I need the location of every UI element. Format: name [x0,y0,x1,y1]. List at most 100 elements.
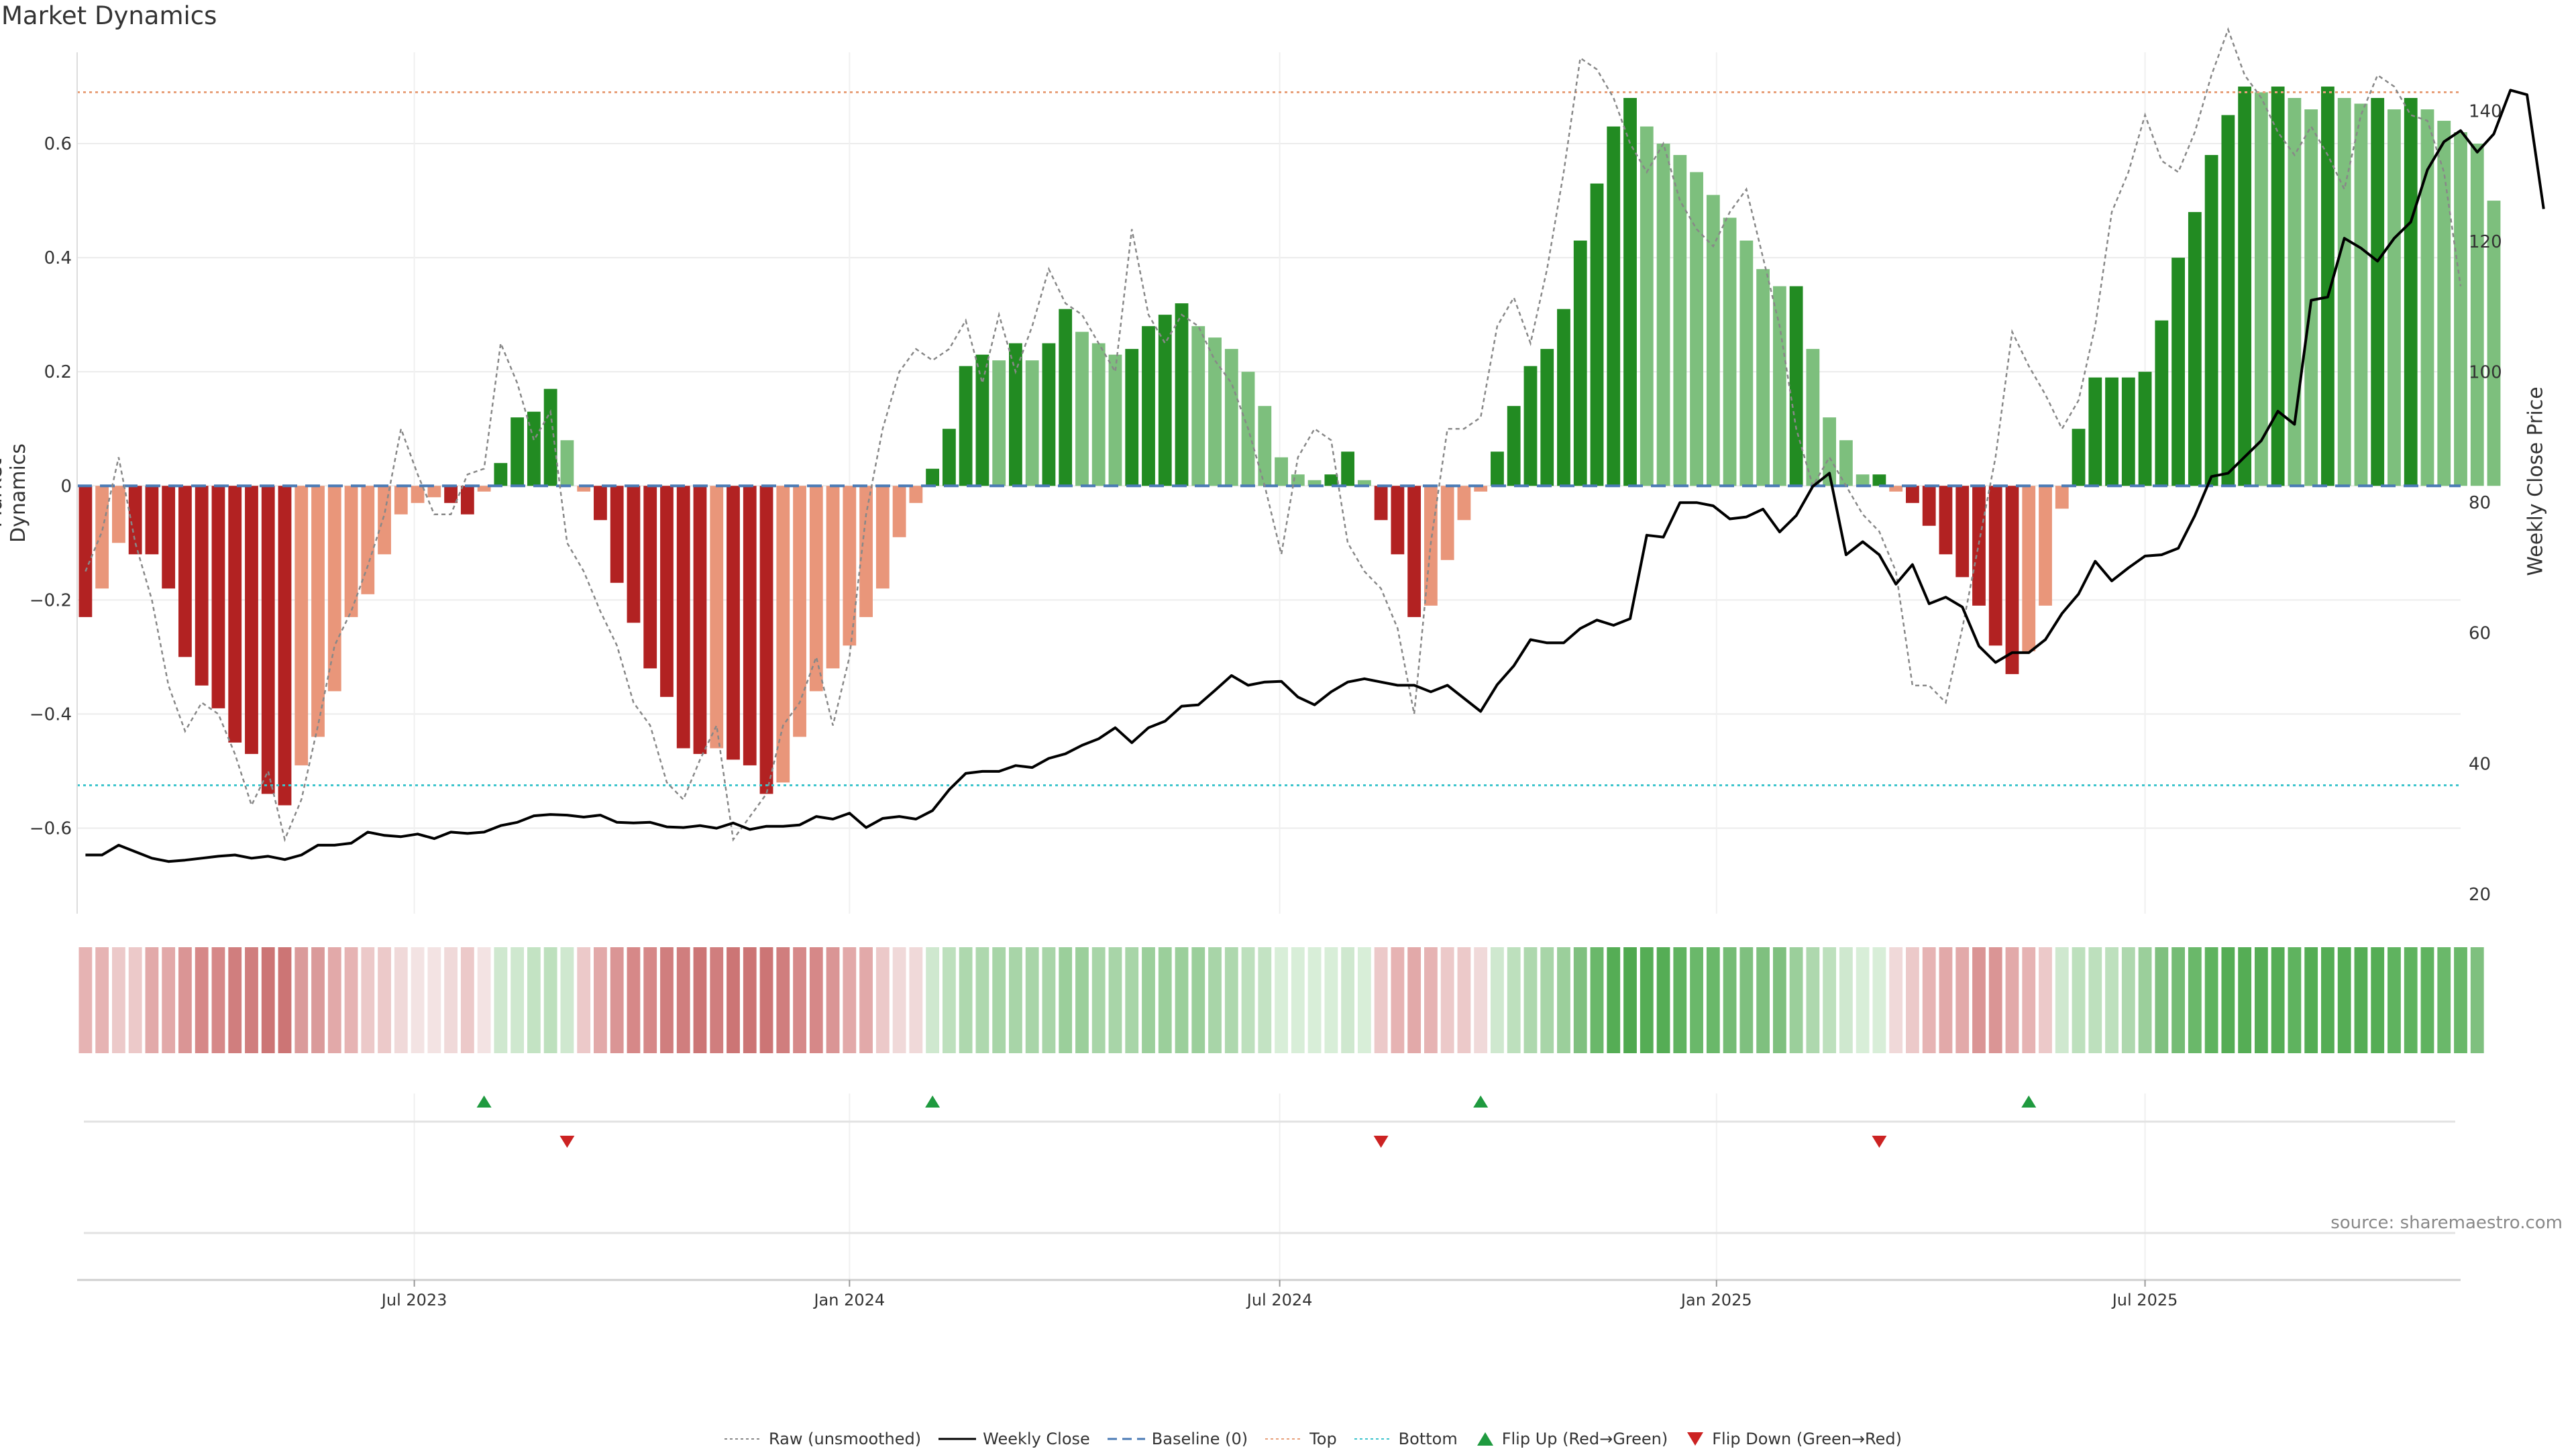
heat-band-cell [1091,947,1106,1053]
heat-band-cell [245,947,258,1053]
heat-band-cell [444,947,458,1053]
y2-tick-label: 40 [2469,754,2491,774]
bar [1307,480,1322,486]
bar [859,486,873,617]
heat-band-cell [2105,947,2118,1053]
heat-band-cell [311,947,325,1053]
heat-band-cell [1191,947,1205,1053]
bar [1656,144,1670,486]
heat-band-cell [1357,947,1371,1053]
bar [1706,195,1720,486]
bar [693,486,707,754]
bar [444,486,458,503]
heat-band-cell [1988,947,2002,1053]
baseline-line-icon [1107,1438,1145,1440]
bar [2155,320,2169,486]
heat-band-cell [1706,947,1720,1053]
heat-band-cell [195,947,209,1053]
bar [1856,474,1870,486]
bar [942,429,956,486]
bar [2321,87,2334,486]
bar [460,486,474,515]
heat-band-cell [1523,947,1538,1053]
bar [1772,286,1786,486]
heat-band-cell [859,947,873,1053]
heat-band-cell [2354,947,2368,1053]
heat-band-cell [2387,947,2401,1053]
bar [759,486,773,794]
bar [1573,240,1587,486]
bar [1125,349,1139,486]
bar [2105,377,2118,486]
bar [1607,126,1621,486]
heat-band-cell [2221,947,2235,1053]
bar [1739,240,1754,486]
heat-band-cell [361,947,375,1053]
bar [610,486,624,583]
heat-band-cell [676,947,690,1053]
legend-close-label: Weekly Close [983,1430,1090,1448]
bar [1175,303,1189,486]
bar [793,486,806,737]
heat-band-cell [1573,947,1587,1053]
bar [1042,343,1056,486]
bar [975,354,989,486]
bar [2221,115,2235,486]
y-tick-label: −0.4 [30,704,72,724]
bar [594,486,607,521]
y2-tick-label: 100 [2469,363,2502,383]
bar [1889,486,1903,492]
heat-band-cell [1557,947,1570,1053]
bar [1440,486,1454,560]
close-line-icon [938,1438,977,1440]
heat-band-cell [2254,947,2268,1053]
heat-band-cell [1241,947,1255,1053]
heat-band-cell [2039,947,2052,1053]
bar [344,486,358,617]
bar [311,486,325,737]
weekly-close-line [85,89,2545,863]
heat-band-cell [892,947,906,1053]
heat-band-cell [543,947,557,1053]
bar [1324,474,1338,486]
bar [2039,486,2052,606]
heat-band-cell [1839,947,1853,1053]
heat-band-cell [2121,947,2135,1053]
heat-band-cell [2437,947,2451,1053]
heat-band-cell [2005,947,2019,1053]
bar [95,486,109,589]
bar [1341,451,1355,486]
flip-down-marker [1373,1136,1389,1148]
bar [2337,98,2351,486]
y-tick-label: −0.6 [30,818,72,839]
heat-band-cell [2321,947,2334,1053]
heat-band-cell [211,947,225,1053]
heat-band-cell [1440,947,1454,1053]
heat-band-cell [1158,947,1172,1053]
bar [1025,360,1039,486]
legend-top: Top [1265,1430,1337,1448]
heat-band-cell [627,947,641,1053]
bar [892,486,906,537]
heat-band-cell [145,947,159,1053]
heat-band-cell [1025,947,1039,1053]
heat-band-cell [776,947,790,1053]
bar [1690,172,1703,486]
heat-band-cell [394,947,408,1053]
heat-band-cell [1906,947,1919,1053]
heat-band-cell [411,947,425,1053]
bar [1407,486,1421,617]
heat-band-cell [494,947,508,1053]
heat-band-cell [1739,947,1754,1053]
bar [2121,377,2135,486]
heat-band-cell [178,947,192,1053]
heat-band-cell [1823,947,1837,1053]
heat-band-cell [1507,947,1521,1053]
heat-band-cell [1324,947,1338,1053]
raw-series-line [85,27,2462,843]
heat-band-cell [560,947,574,1053]
bar [660,486,674,697]
heat-band-cell [511,947,525,1053]
bar [261,486,275,794]
bar [1009,343,1022,486]
